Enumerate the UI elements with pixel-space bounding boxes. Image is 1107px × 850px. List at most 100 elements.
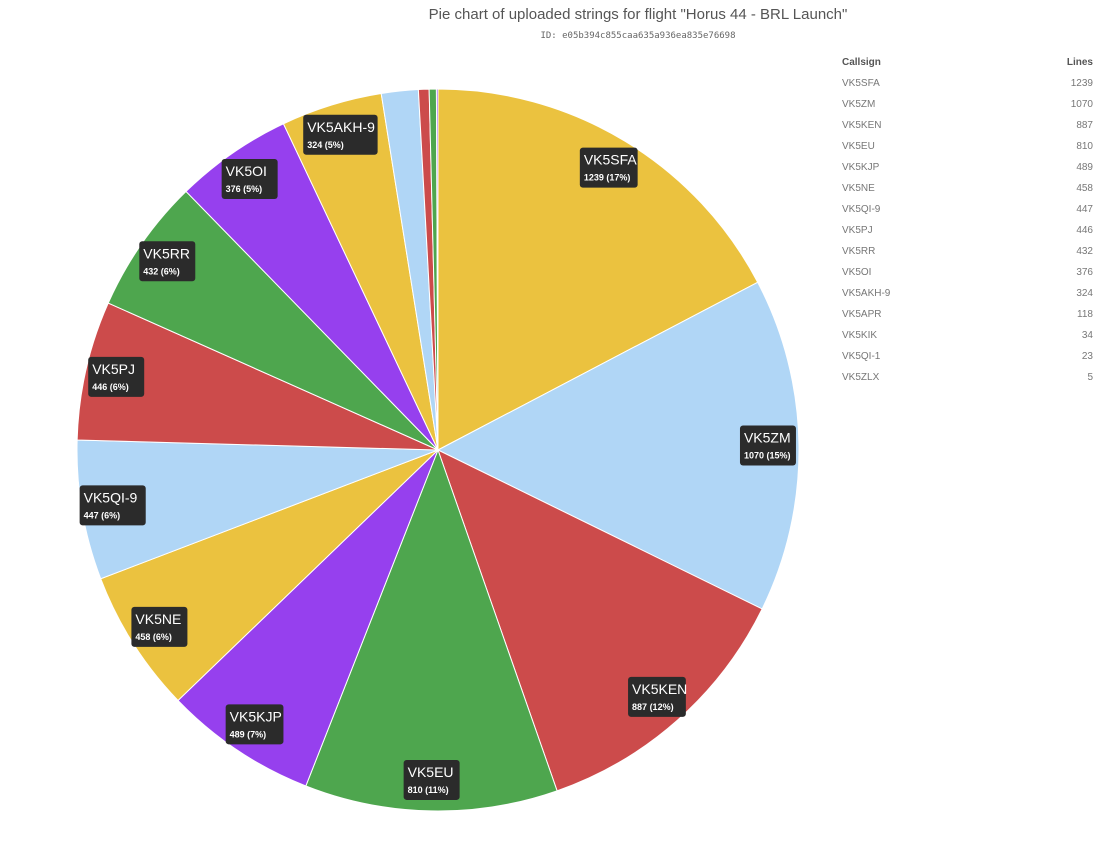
label-box (579, 147, 638, 188)
slice-label-vk5akh-9: VK5AKH-9 324 (5%) (303, 114, 378, 155)
slice-label-vk5eu: VK5EU 810 (11%) (403, 759, 460, 800)
table-row: VK5RR 432 (836, 241, 1099, 262)
lines-cell: 23 (1081, 351, 1093, 362)
callsign-cell: VK5ZM (842, 99, 876, 110)
slice-label-vk5ken: VK5KEN 887 (12%) (628, 676, 687, 717)
lines-cell: 458 (1076, 183, 1093, 194)
slice-label-vk5kjp: VK5KJP 489 (7%) (225, 704, 284, 745)
chart-id: ID: e05b394c855caa635a936ea835e76698 (540, 31, 736, 41)
table-row: VK5OI 376 (836, 262, 1099, 283)
slice-label-value: 810 (11%) (408, 785, 449, 795)
table-row: VK5QI-9 447 (836, 199, 1099, 220)
slice-label-vk5qi-9: VK5QI-9 447 (6%) (79, 485, 146, 526)
label-box (131, 606, 188, 647)
callsign-cell: VK5OI (842, 267, 872, 278)
slice-label-value: 887 (12%) (632, 702, 674, 712)
slice-label-name: VK5AKH-9 (307, 119, 375, 135)
slice-label-name: VK5EU (408, 764, 454, 780)
slice-label-name: VK5ZM (744, 430, 791, 446)
slice-label-value: 458 (6%) (135, 632, 172, 642)
table-row: VK5NE 458 (836, 178, 1099, 199)
pie-slice-vk5sfa[interactable] (437, 88, 759, 451)
slice-label-name: VK5KEN (632, 681, 687, 697)
callsign-cell: VK5PJ (842, 225, 873, 236)
callsign-cell: VK5NE (842, 183, 875, 194)
table-row: VK5PJ 446 (836, 220, 1099, 241)
callsign-cell: VK5RR (842, 246, 876, 257)
table-row: VK5ZLX 5 (836, 367, 1099, 388)
callsign-cell: VK5KJP (842, 162, 880, 173)
slice-label-vk5pj: VK5PJ 446 (6%) (88, 356, 145, 397)
slice-label-value: 1070 (15%) (744, 451, 791, 461)
slice-label-value: 446 (6%) (92, 382, 129, 392)
label-box (303, 114, 378, 155)
callsign-cell: VK5QI-9 (842, 204, 881, 215)
slice-label-value: 432 (6%) (143, 266, 180, 276)
callsign-table: Callsign Lines VK5SFA 1239 VK5ZM 1070 VK5KEN… (836, 52, 1099, 388)
lines-cell: 447 (1076, 204, 1093, 215)
callsign-header: Callsign (842, 57, 881, 68)
label-box (221, 159, 278, 200)
slice-label-name: VK5KJP (230, 708, 282, 724)
table-row: VK5AKH-9 324 (836, 283, 1099, 304)
slice-label-vk5sfa: VK5SFA 1239 (17%) (579, 147, 638, 188)
callsign-cell: VK5ZLX (842, 372, 880, 383)
table-row: VK5ZM 1070 (836, 94, 1099, 115)
callsign-cell: VK5KEN (842, 120, 882, 131)
table-row: VK5KEN 887 (836, 115, 1099, 136)
slice-label-value: 376 (5%) (226, 184, 263, 194)
callsign-cell: VK5EU (842, 141, 875, 152)
pie-slice-vk5zlx[interactable] (435, 88, 439, 451)
pie-slice-vk5eu[interactable] (305, 448, 558, 812)
table-row: VK5SFA 1239 (836, 73, 1099, 94)
lines-cell: 810 (1076, 141, 1093, 152)
slice-label-value: 1239 (17%) (584, 173, 631, 183)
lines-cell: 887 (1076, 120, 1093, 131)
callsign-cell: VK5SFA (842, 78, 880, 89)
slice-label-name: VK5OI (226, 163, 267, 179)
callsign-cell: VK5AKH-9 (842, 288, 891, 299)
slice-label-name: VK5NE (135, 611, 181, 627)
lines-cell: 118 (1077, 309, 1093, 320)
table-row: VK5KIK 34 (836, 325, 1099, 346)
label-box (225, 704, 284, 745)
lines-cell: 1070 (1070, 99, 1093, 110)
table-header-row: Callsign Lines (836, 52, 1099, 73)
lines-cell: 34 (1081, 330, 1093, 341)
slice-label-value: 447 (6%) (84, 510, 121, 520)
label-box (628, 676, 686, 717)
pie-slice-vk5kjp[interactable] (177, 449, 439, 787)
lines-cell: 1239 (1070, 78, 1093, 89)
lines-cell: 324 (1076, 288, 1093, 299)
label-box (139, 241, 196, 282)
callsign-cell: VK5QI-1 (842, 351, 881, 362)
label-box (739, 425, 796, 466)
callsign-cell: VK5APR (842, 309, 882, 320)
lines-cell: 5 (1087, 372, 1093, 383)
lines-cell: 489 (1076, 162, 1093, 173)
slice-label-vk5oi: VK5OI 376 (5%) (221, 159, 278, 200)
chart-title: Pie chart of uploaded strings for flight… (428, 6, 848, 23)
table-row: VK5QI-1 23 (836, 346, 1099, 367)
pie-slice-vk5zm[interactable] (436, 281, 800, 610)
slice-label-vk5rr: VK5RR 432 (6%) (139, 241, 196, 282)
table-row: VK5KJP 489 (836, 157, 1099, 178)
slice-label-vk5zm: VK5ZM 1070 (15%) (739, 425, 796, 466)
lines-cell: 432 (1076, 246, 1093, 257)
pie-slice-vk5pj[interactable] (76, 302, 439, 451)
slice-label-name: VK5RR (143, 245, 190, 261)
slice-label-name: VK5PJ (92, 361, 135, 377)
label-box (403, 759, 460, 800)
slice-label-name: VK5QI-9 (84, 489, 138, 505)
lines-cell: 446 (1076, 225, 1093, 236)
lines-cell: 376 (1076, 267, 1093, 278)
label-box (79, 485, 146, 526)
slice-label-value: 324 (5%) (307, 140, 344, 150)
table-row: VK5APR 118 (836, 304, 1099, 325)
slice-label-value: 489 (7%) (230, 729, 267, 739)
table-row: VK5EU 810 (836, 136, 1099, 157)
label-box (88, 356, 145, 397)
lines-header: Lines (1066, 57, 1093, 68)
callsign-cell: VK5KIK (842, 330, 878, 341)
